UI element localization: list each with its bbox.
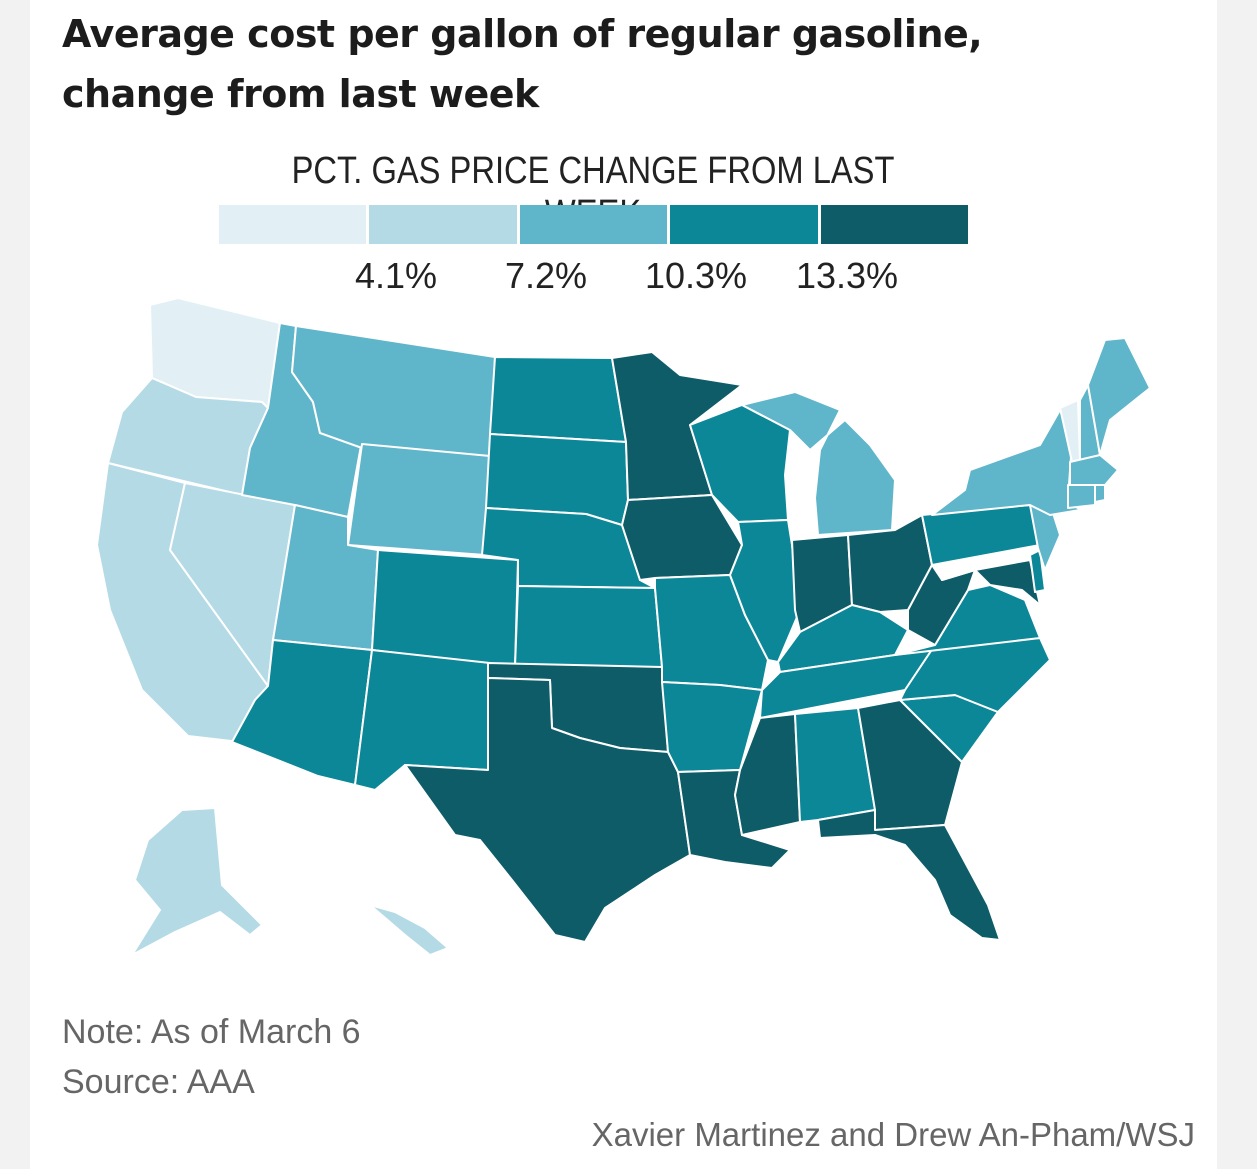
state-CT — [1067, 484, 1096, 509]
legend-swatch-3 — [519, 205, 668, 244]
legend-tick-4: 13.3% — [795, 255, 899, 296]
state-RI — [1094, 484, 1106, 503]
chart-title: Average cost per gallon of regular gasol… — [62, 12, 983, 116]
state-IL — [729, 519, 801, 663]
note-date: Note: As of March 6 — [62, 1013, 361, 1051]
state-AK — [131, 807, 263, 956]
legend-tick-1: 4.1% — [354, 255, 438, 296]
state-CO — [371, 549, 519, 668]
state-ND — [489, 356, 627, 443]
state-NY — [931, 404, 1081, 516]
legend-swatch-4 — [670, 205, 818, 244]
credit-line: Xavier Martinez and Drew An-Pham/WSJ — [591, 1116, 1195, 1153]
state-HI — [369, 904, 449, 956]
legend-tick-3: 10.3% — [644, 255, 748, 296]
state-MD — [941, 559, 1041, 606]
legend-swatch-1 — [219, 205, 367, 244]
state-TX — [404, 677, 691, 943]
legend-swatch-2 — [369, 205, 517, 244]
state-ME — [1087, 337, 1151, 456]
legend-color-bar — [219, 205, 969, 244]
state-FL — [817, 809, 1001, 941]
note-source: Source: AAA — [62, 1063, 255, 1101]
state-MA — [1069, 454, 1119, 486]
legend-tick-2: 7.2% — [504, 255, 588, 296]
state-WY — [347, 443, 491, 556]
state-KS — [514, 585, 663, 668]
state-WV — [907, 564, 976, 646]
legend-swatch-5 — [820, 205, 969, 244]
